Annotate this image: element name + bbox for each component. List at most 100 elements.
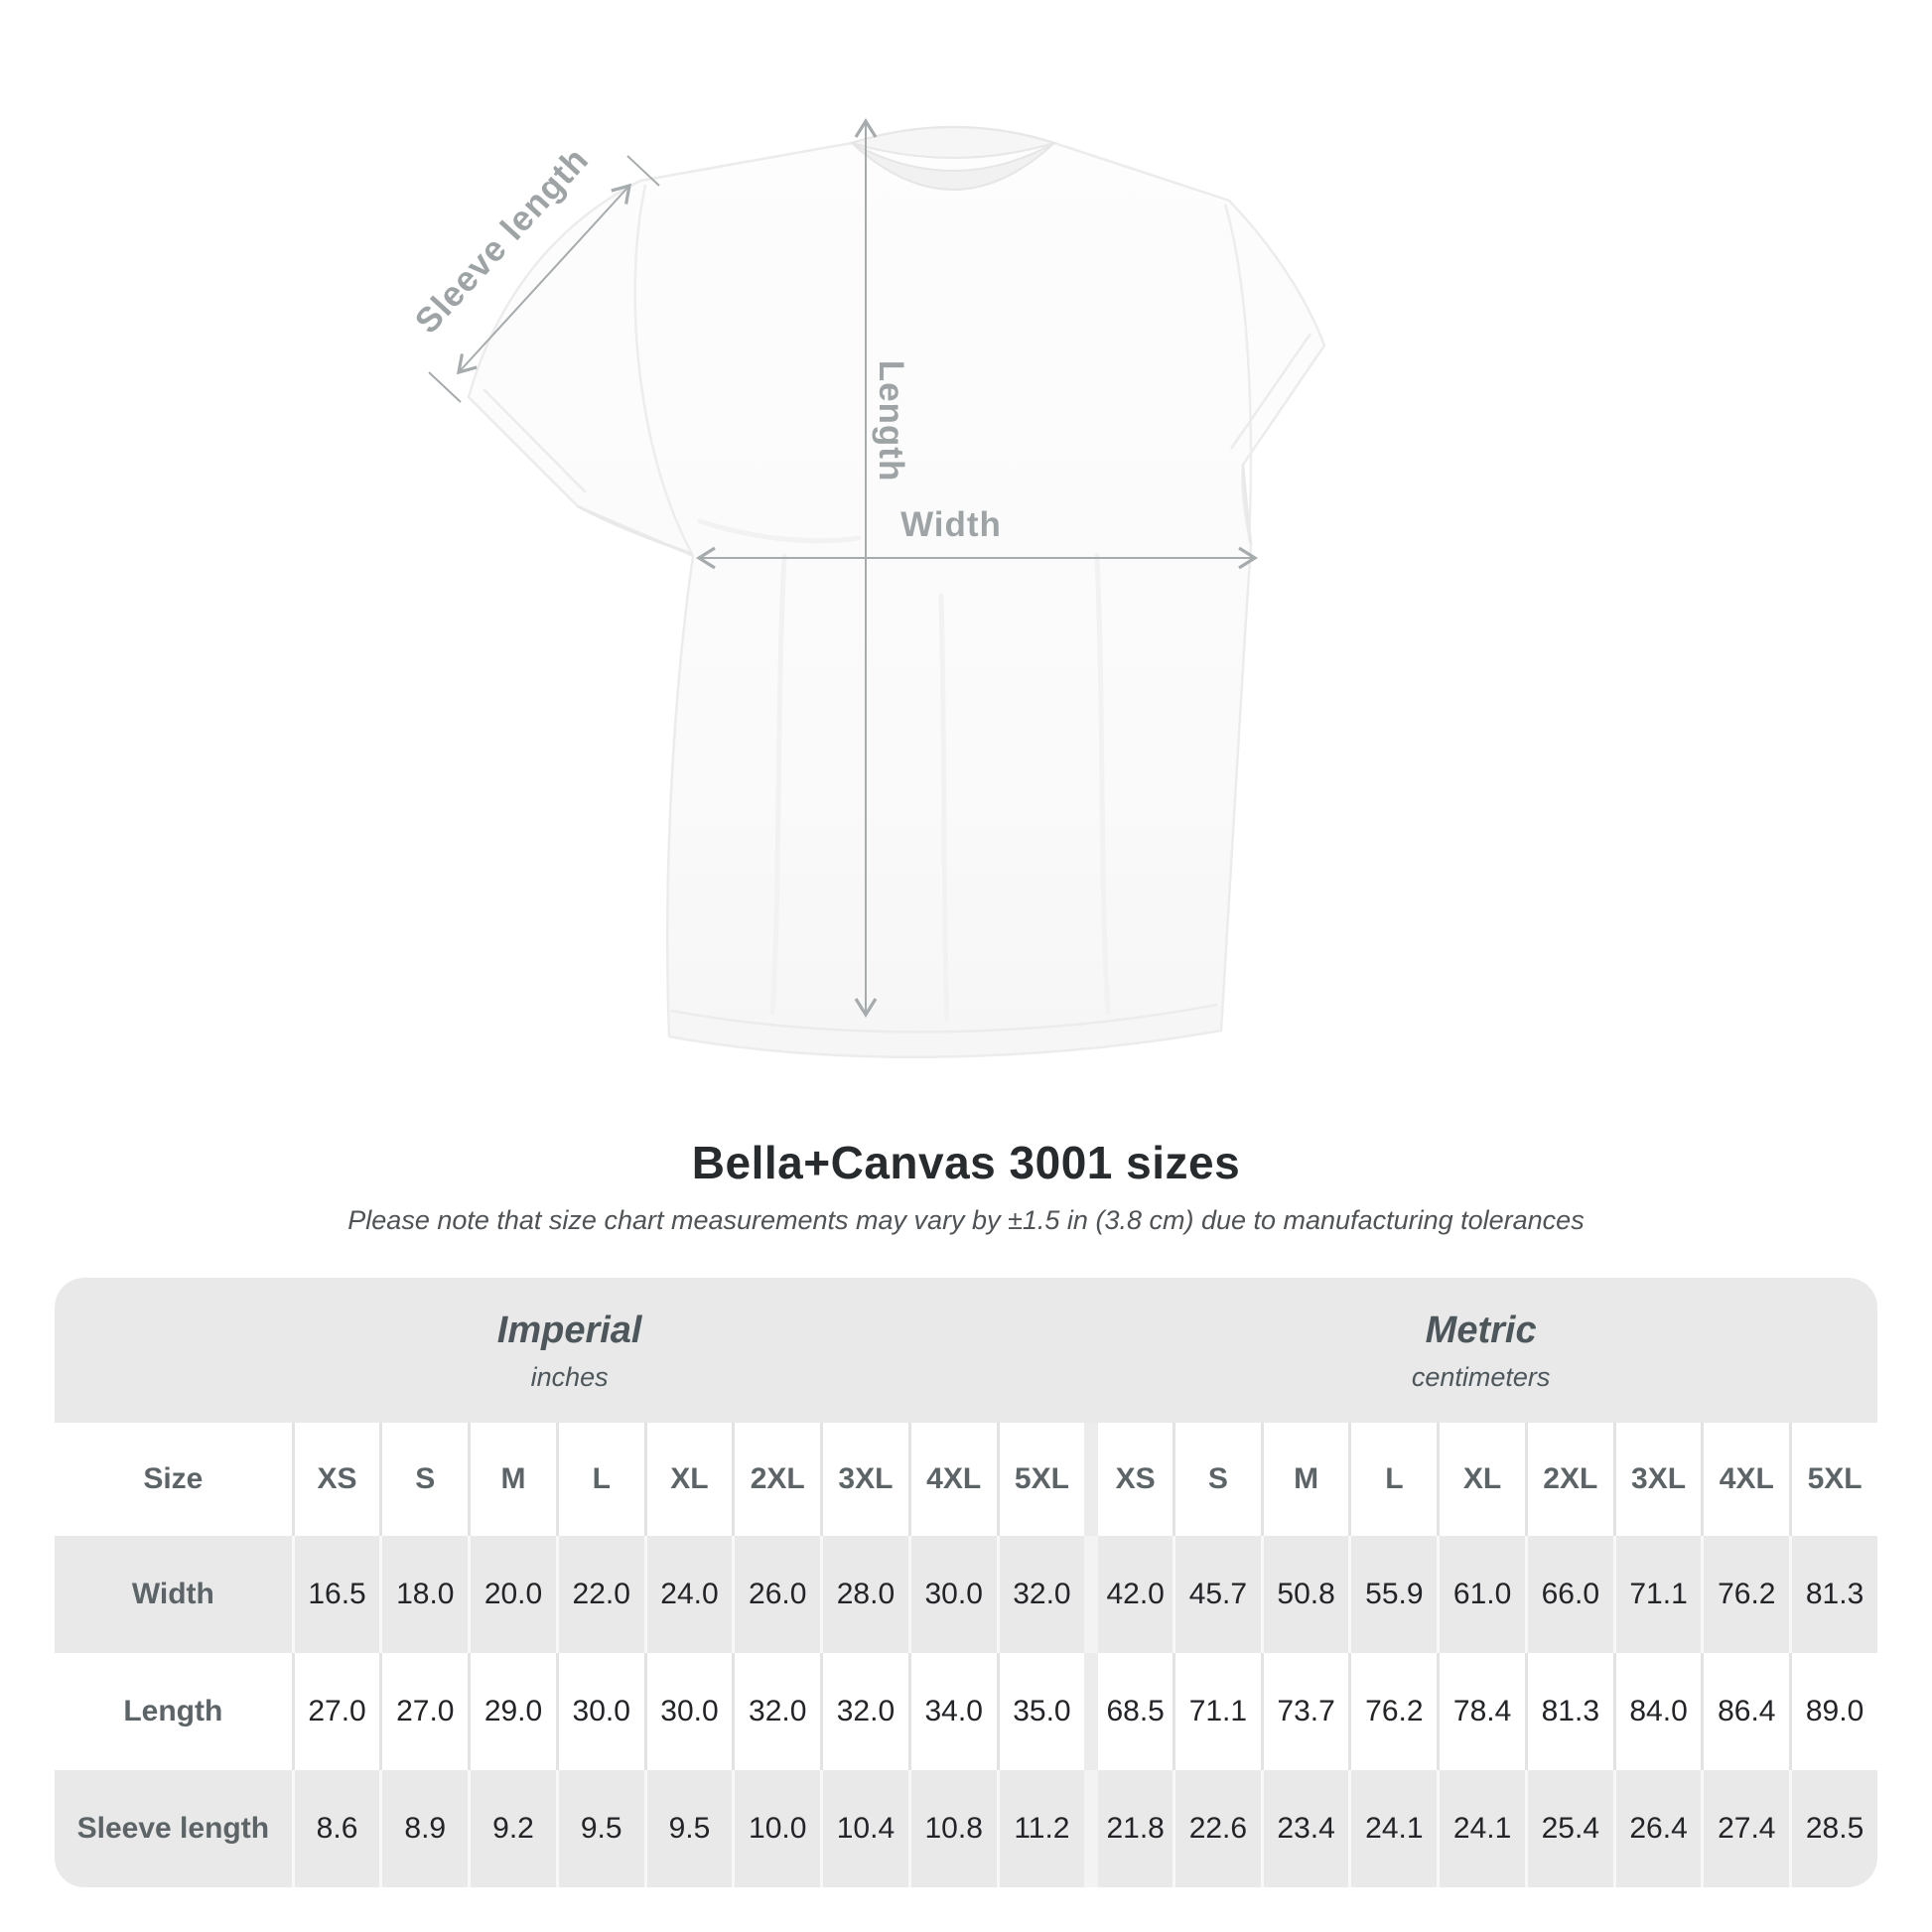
measurement-value: 9.2 bbox=[468, 1770, 556, 1887]
measurement-value: 81.3 bbox=[1524, 1653, 1613, 1770]
measurement-value: 26.0 bbox=[732, 1536, 821, 1653]
measurement-value: 61.0 bbox=[1437, 1536, 1525, 1653]
measurement-value: 29.0 bbox=[468, 1653, 556, 1770]
measurement-value: 66.0 bbox=[1524, 1536, 1613, 1653]
measurement-value: 30.0 bbox=[555, 1653, 644, 1770]
width-label: Width bbox=[900, 505, 1002, 544]
size-header-imperial-xl: XL bbox=[643, 1423, 733, 1536]
measurement-value: 18.0 bbox=[379, 1536, 469, 1653]
size-header-metric-s: S bbox=[1173, 1423, 1261, 1536]
measurement-value: 71.1 bbox=[1612, 1536, 1702, 1653]
size-header-imperial-l: L bbox=[555, 1423, 644, 1536]
measurement-value: 32.0 bbox=[732, 1653, 821, 1770]
wrinkle-shading bbox=[697, 518, 1111, 1022]
size-header-imperial-m: M bbox=[468, 1423, 556, 1536]
page-title: Bella+Canvas 3001 sizes bbox=[691, 1137, 1241, 1188]
tshirt-measurement-svg: Sleeve length Length Width bbox=[408, 117, 1326, 1058]
measurement-value: 25.4 bbox=[1524, 1770, 1613, 1887]
measurement-value: 10.0 bbox=[732, 1770, 821, 1887]
measurement-value: 22.6 bbox=[1173, 1770, 1261, 1887]
measurement-value: 50.8 bbox=[1260, 1536, 1349, 1653]
armhole-seam-left bbox=[633, 184, 693, 553]
imperial-group-header: Imperial inches bbox=[55, 1278, 1085, 1423]
size-header-imperial-2xl: 2XL bbox=[732, 1423, 821, 1536]
metric-label: Metric bbox=[1425, 1309, 1537, 1351]
measurement-value: 76.2 bbox=[1701, 1536, 1790, 1653]
measurement-value: 27.0 bbox=[291, 1653, 380, 1770]
measurement-value: 16.5 bbox=[291, 1536, 380, 1653]
measurement-value: 27.4 bbox=[1701, 1770, 1790, 1887]
size-table-body: Width 16.5 18.0 20.0 22.0 24.0 26.0 28.0 30.0 32.… bbox=[55, 1536, 1877, 1887]
measurement-value: 23.4 bbox=[1260, 1770, 1349, 1887]
measurement-value: 86.4 bbox=[1701, 1653, 1790, 1770]
size-header-metric-m: M bbox=[1260, 1423, 1349, 1536]
unit-group-row: Imperial inches Metric centimeters bbox=[55, 1278, 1877, 1423]
measurement-value: 73.7 bbox=[1260, 1653, 1349, 1770]
measurement-row: Width 16.5 18.0 20.0 22.0 24.0 26.0 28.0 30.0 32.… bbox=[55, 1536, 1877, 1653]
measurement-value: 10.8 bbox=[907, 1770, 997, 1887]
tshirt-illustration bbox=[467, 125, 1326, 1058]
measurement-value: 68.5 bbox=[1084, 1653, 1173, 1770]
sleeve-length-tick-bottom bbox=[428, 371, 462, 403]
metric-group-header: Metric centimeters bbox=[1084, 1278, 1877, 1423]
row-label: Width bbox=[55, 1536, 292, 1653]
metric-unit: centimeters bbox=[1411, 1361, 1551, 1392]
tolerance-note: Please note that size chart measurements… bbox=[347, 1205, 1585, 1235]
measurement-value: 42.0 bbox=[1084, 1536, 1173, 1653]
size-header-metric-2xl: 2XL bbox=[1524, 1423, 1613, 1536]
size-header-imperial-s: S bbox=[379, 1423, 469, 1536]
armhole-seam-right bbox=[1223, 204, 1253, 542]
underarm-shadows bbox=[577, 464, 1253, 556]
measurement-value: 45.7 bbox=[1173, 1536, 1261, 1653]
size-header-metric-4xl: 4XL bbox=[1701, 1423, 1790, 1536]
size-header-metric-l: L bbox=[1348, 1423, 1438, 1536]
cuff-line-right bbox=[1229, 333, 1312, 450]
imperial-label: Imperial bbox=[496, 1309, 642, 1351]
measurement-value: 10.4 bbox=[820, 1770, 908, 1887]
measurement-value: 71.1 bbox=[1173, 1653, 1261, 1770]
size-header-imperial-5xl: 5XL bbox=[996, 1423, 1085, 1536]
measurement-value: 9.5 bbox=[555, 1770, 644, 1887]
measurement-value: 22.0 bbox=[555, 1536, 644, 1653]
measurement-value: 9.5 bbox=[643, 1770, 733, 1887]
sleeve-length-arrow bbox=[456, 183, 632, 375]
measurement-row: Sleeve length 8.6 8.9 9.2 9.5 9.5 10.0 10.4 10.8… bbox=[55, 1770, 1877, 1887]
measurement-value: 27.0 bbox=[379, 1653, 469, 1770]
measurement-value: 24.1 bbox=[1437, 1770, 1525, 1887]
row-label: Length bbox=[55, 1653, 292, 1770]
size-header-imperial-3xl: 3XL bbox=[820, 1423, 908, 1536]
cuff-line-left bbox=[483, 388, 587, 493]
imperial-unit: inches bbox=[530, 1361, 609, 1392]
measurement-value: 20.0 bbox=[468, 1536, 556, 1653]
size-table: Imperial inches Metric centimeters Size … bbox=[55, 1278, 1877, 1887]
measurement-value: 24.1 bbox=[1348, 1770, 1438, 1887]
measurement-value: 84.0 bbox=[1612, 1653, 1702, 1770]
measurement-value: 11.2 bbox=[996, 1770, 1085, 1887]
measurement-value: 30.0 bbox=[643, 1653, 733, 1770]
measurement-value: 32.0 bbox=[820, 1653, 908, 1770]
dimension-annotations bbox=[428, 117, 1259, 1019]
measurement-value: 78.4 bbox=[1437, 1653, 1525, 1770]
measurement-value: 28.0 bbox=[820, 1536, 908, 1653]
measurement-value: 35.0 bbox=[996, 1653, 1085, 1770]
measurement-value: 32.0 bbox=[996, 1536, 1085, 1653]
measurement-value: 34.0 bbox=[907, 1653, 997, 1770]
measurement-value: 89.0 bbox=[1789, 1653, 1877, 1770]
measurement-value: 28.5 bbox=[1789, 1770, 1877, 1887]
size-header-metric-xs: XS bbox=[1084, 1423, 1173, 1536]
measurement-row: Length 27.0 27.0 29.0 30.0 30.0 32.0 32.0 34.0 35… bbox=[55, 1653, 1877, 1770]
size-header-metric-xl: XL bbox=[1437, 1423, 1525, 1536]
measurement-value: 8.6 bbox=[291, 1770, 380, 1887]
measurement-value: 26.4 bbox=[1612, 1770, 1702, 1887]
measurement-value: 55.9 bbox=[1348, 1536, 1438, 1653]
measurement-value: 30.0 bbox=[907, 1536, 997, 1653]
measurement-value: 76.2 bbox=[1348, 1653, 1438, 1770]
measurement-value: 21.8 bbox=[1084, 1770, 1173, 1887]
sleeve-length-tick-top bbox=[626, 155, 660, 187]
collar-band bbox=[851, 142, 1055, 191]
hem-line bbox=[670, 1003, 1218, 1034]
tshirt-outline bbox=[467, 125, 1326, 1058]
tshirt-diagram: Sleeve length Length Width bbox=[408, 117, 1326, 1058]
size-header-imperial-xs: XS bbox=[291, 1423, 380, 1536]
